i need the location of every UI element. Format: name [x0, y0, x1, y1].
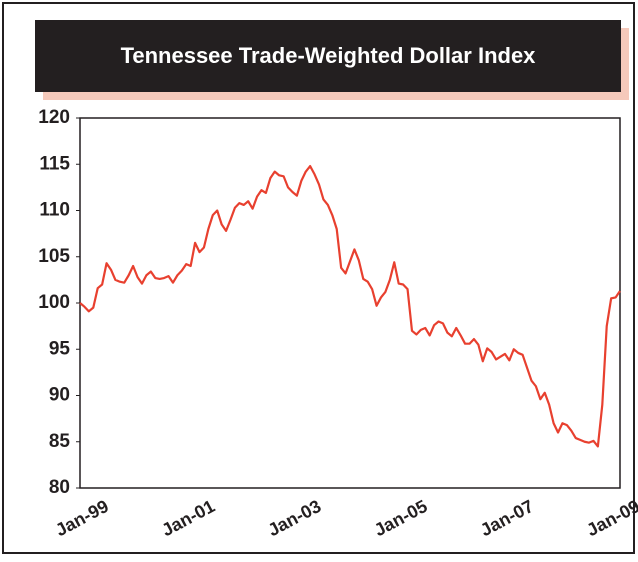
y-tick-label: 80	[49, 477, 70, 498]
chart-title: Tennessee Trade-Weighted Dollar Index	[121, 43, 537, 68]
y-tick-label: 90	[49, 385, 70, 406]
title-bar	[35, 20, 621, 92]
y-tick-label: 115	[39, 153, 70, 174]
y-tick-label: 85	[49, 431, 71, 452]
y-tick-label: 100	[38, 292, 70, 313]
y-tick-label: 110	[39, 200, 70, 221]
y-tick-label: 105	[38, 246, 70, 267]
data-line	[79, 165, 621, 448]
y-tick-label: 95	[49, 338, 71, 359]
y-tick-label: 120	[38, 107, 70, 128]
